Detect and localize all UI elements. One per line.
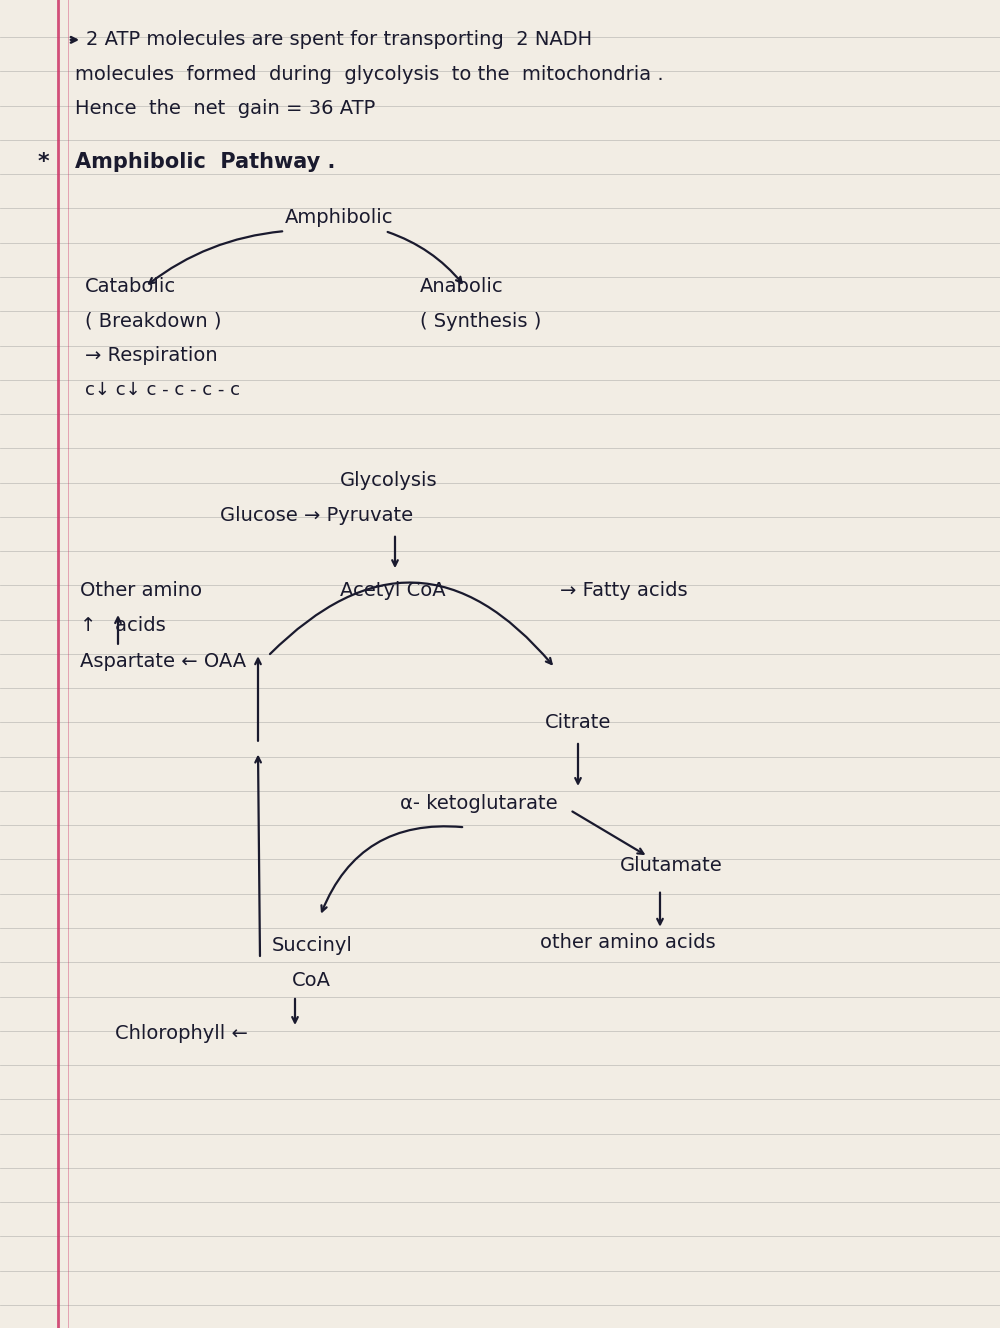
Text: Glucose → Pyruvate: Glucose → Pyruvate bbox=[220, 506, 413, 525]
Text: molecules  formed  during  glycolysis  to the  mitochondria .: molecules formed during glycolysis to th… bbox=[75, 65, 664, 84]
Text: α- ketoglutarate: α- ketoglutarate bbox=[400, 794, 558, 813]
Text: Acetyl CoA: Acetyl CoA bbox=[340, 582, 446, 600]
Text: Glutamate: Glutamate bbox=[620, 857, 723, 875]
Text: CoA: CoA bbox=[292, 971, 331, 989]
Text: 2 ATP molecules are spent for transporting  2 NADH: 2 ATP molecules are spent for transporti… bbox=[86, 31, 592, 49]
Text: Amphibolic: Amphibolic bbox=[285, 208, 394, 227]
Text: Other amino: Other amino bbox=[80, 582, 202, 600]
Text: Chlorophyll ←: Chlorophyll ← bbox=[115, 1024, 248, 1042]
Text: c↓ c↓ c - c - c - c: c↓ c↓ c - c - c - c bbox=[85, 381, 240, 400]
Text: ↑   acids: ↑ acids bbox=[80, 616, 166, 635]
Text: → Fatty acids: → Fatty acids bbox=[560, 582, 688, 600]
Text: Aspartate ← OAA: Aspartate ← OAA bbox=[80, 652, 246, 671]
Text: Hence  the  net  gain = 36 ATP: Hence the net gain = 36 ATP bbox=[75, 100, 375, 118]
Text: Amphibolic  Pathway .: Amphibolic Pathway . bbox=[75, 151, 335, 173]
Text: Glycolysis: Glycolysis bbox=[340, 471, 438, 490]
Text: Catabolic: Catabolic bbox=[85, 278, 176, 296]
Text: other amino acids: other amino acids bbox=[540, 934, 716, 952]
Text: Citrate: Citrate bbox=[545, 713, 611, 732]
Text: *: * bbox=[38, 151, 50, 173]
Text: ( Breakdown ): ( Breakdown ) bbox=[85, 312, 222, 331]
Text: Succinyl: Succinyl bbox=[272, 936, 353, 955]
Text: ( Synthesis ): ( Synthesis ) bbox=[420, 312, 541, 331]
Text: Anabolic: Anabolic bbox=[420, 278, 504, 296]
Text: → Respiration: → Respiration bbox=[85, 347, 218, 365]
